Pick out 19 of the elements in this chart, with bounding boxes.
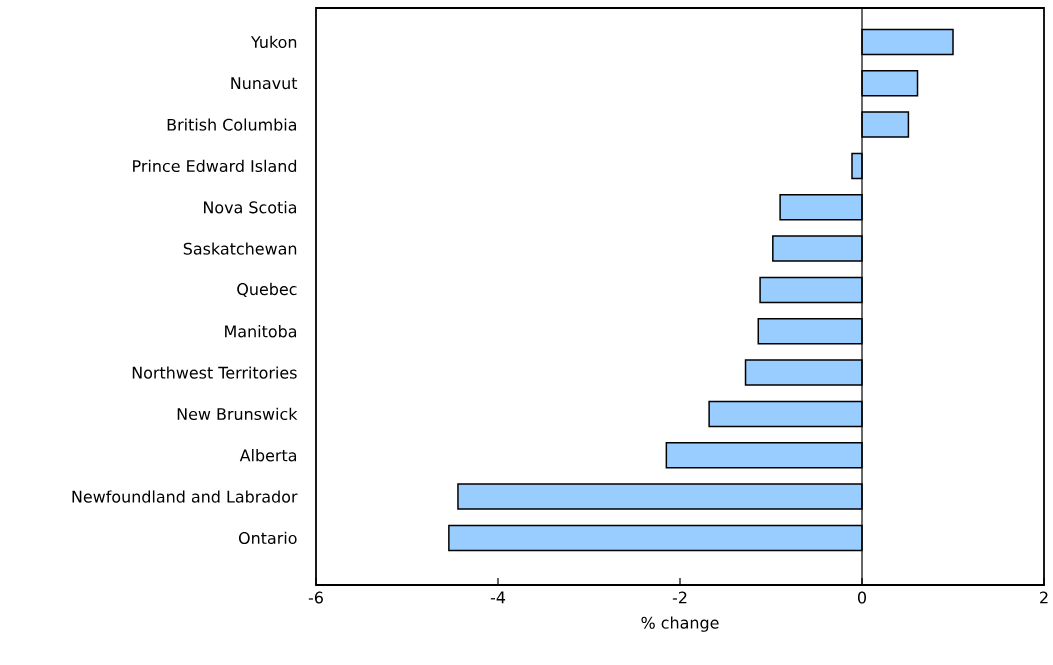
y-tick-label: Yukon [250, 35, 297, 49]
x-tick-label: 0 [857, 591, 867, 604]
y-tick-label: Prince Edward Island [133, 159, 297, 173]
y-tick-label: Alberta [239, 449, 297, 462]
y-tick-label: New Brunswick [177, 407, 298, 421]
x-tick-label: -4 [490, 591, 506, 604]
y-tick-label: Northwest Territories [132, 366, 297, 379]
y-tick-label: Saskatchewan [183, 242, 297, 255]
y-tick-label: Quebec [237, 282, 297, 297]
x-axis-title: % change [641, 616, 719, 632]
y-tick-label: Nova Scotia [204, 201, 297, 214]
x-tick-label: -6 [308, 591, 323, 604]
y-tick-label: Newfoundland and Labrador [72, 490, 298, 503]
x-tick-label: 2 [1040, 591, 1048, 604]
y-tick-label: British Columbia [167, 118, 297, 131]
y-tick-label: Ontario [238, 531, 297, 545]
x-tick-label: -2 [672, 591, 687, 604]
y-tick-label: Nunavut [231, 77, 298, 90]
y-tick-label: Manitoba [225, 325, 297, 338]
